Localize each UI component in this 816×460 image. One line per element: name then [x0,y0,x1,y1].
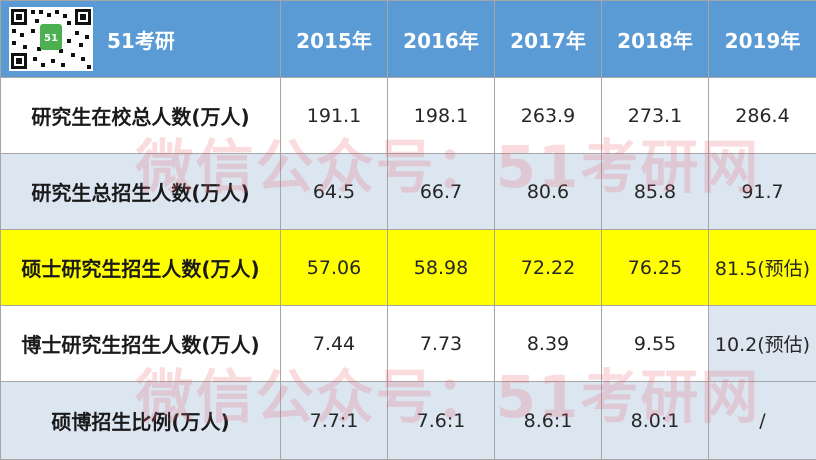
table-cell: 8.0:1 [602,382,709,460]
table-cell: 91.7 [709,154,816,230]
svg-text:51: 51 [44,33,58,44]
table-cell: 85.8 [602,154,709,230]
table-cell: 72.22 [495,230,602,306]
table-row-ratio: 硕博招生比例(万人) 7.7:1 7.6:1 8.6:1 8.0:1 / [1,382,816,460]
table-cell: 8.6:1 [495,382,602,460]
table-cell: 191.1 [281,78,388,154]
table-cell: 7.7:1 [281,382,388,460]
brand-name: 51考研 [107,25,175,54]
table-cell: 64.5 [281,154,388,230]
table-cell: 66.7 [388,154,495,230]
table-cell: 10.2(预估) [709,306,816,382]
table-cell: 80.6 [495,154,602,230]
qr-code-icon: 51 [9,7,93,71]
table-row-total-admission: 研究生总招生人数(万人) 64.5 66.7 80.6 85.8 91.7 [1,154,816,230]
table-cell: 263.9 [495,78,602,154]
table-cell: 286.4 [709,78,816,154]
table-cell: 76.25 [602,230,709,306]
table-cell: 57.06 [281,230,388,306]
table-cell: 198.1 [388,78,495,154]
table-cell: 58.98 [388,230,495,306]
table-cell: 9.55 [602,306,709,382]
table-cell: / [709,382,816,460]
row-label: 硕博招生比例(万人) [1,382,281,460]
year-header: 2018年 [602,1,709,78]
brand-cell: 51 51考研 [1,1,281,78]
row-label: 研究生总招生人数(万人) [1,154,281,230]
year-header: 2017年 [495,1,602,78]
table-row-total-enrolled: 研究生在校总人数(万人) 191.1 198.1 263.9 273.1 286… [1,78,816,154]
table-cell: 8.39 [495,306,602,382]
table-row-master-admission: 硕士研究生招生人数(万人) 57.06 58.98 72.22 76.25 81… [1,230,816,306]
table-cell: 7.6:1 [388,382,495,460]
table-cell: 7.73 [388,306,495,382]
header-row: 51 51考研 2015年 2016年 2017年 2018年 2019年 [1,1,816,78]
table-cell: 7.44 [281,306,388,382]
table-row-doctor-admission: 博士研究生招生人数(万人) 7.44 7.73 8.39 9.55 10.2(预… [1,306,816,382]
year-header: 2019年 [709,1,816,78]
year-header: 2015年 [281,1,388,78]
row-label: 硕士研究生招生人数(万人) [1,230,281,306]
table-cell: 273.1 [602,78,709,154]
table-cell: 81.5(预估) [709,230,816,306]
row-label: 研究生在校总人数(万人) [1,78,281,154]
year-header: 2016年 [388,1,495,78]
row-label: 博士研究生招生人数(万人) [1,306,281,382]
